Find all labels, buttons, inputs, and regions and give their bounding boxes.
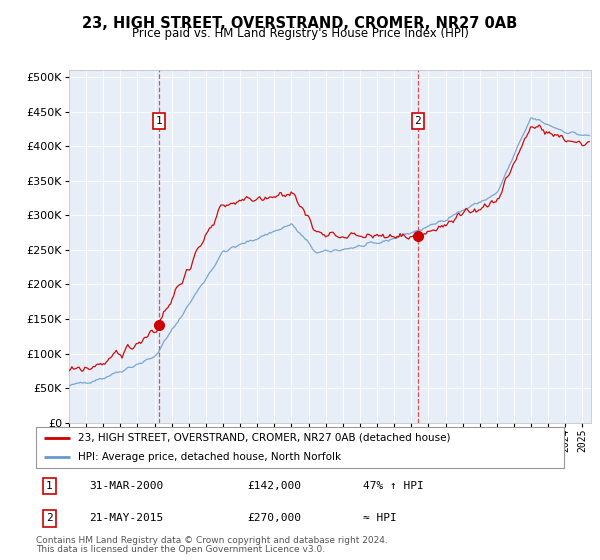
Text: ≈ HPI: ≈ HPI	[364, 514, 397, 524]
Text: This data is licensed under the Open Government Licence v3.0.: This data is licensed under the Open Gov…	[36, 545, 325, 554]
Text: 23, HIGH STREET, OVERSTRAND, CROMER, NR27 0AB (detached house): 23, HIGH STREET, OVERSTRAND, CROMER, NR2…	[78, 433, 451, 443]
Text: 23, HIGH STREET, OVERSTRAND, CROMER, NR27 0AB: 23, HIGH STREET, OVERSTRAND, CROMER, NR2…	[82, 16, 518, 31]
Text: £270,000: £270,000	[247, 514, 301, 524]
Text: 31-MAR-2000: 31-MAR-2000	[89, 481, 163, 491]
Text: Price paid vs. HM Land Registry's House Price Index (HPI): Price paid vs. HM Land Registry's House …	[131, 27, 469, 40]
Text: 47% ↑ HPI: 47% ↑ HPI	[364, 481, 424, 491]
Text: Contains HM Land Registry data © Crown copyright and database right 2024.: Contains HM Land Registry data © Crown c…	[36, 536, 388, 545]
Text: 1: 1	[155, 116, 162, 126]
Text: 2: 2	[415, 116, 421, 126]
Text: 1: 1	[46, 481, 53, 491]
Text: 21-MAY-2015: 21-MAY-2015	[89, 514, 163, 524]
Text: HPI: Average price, detached house, North Norfolk: HPI: Average price, detached house, Nort…	[78, 451, 341, 461]
Text: £142,000: £142,000	[247, 481, 301, 491]
Text: 2: 2	[46, 514, 53, 524]
